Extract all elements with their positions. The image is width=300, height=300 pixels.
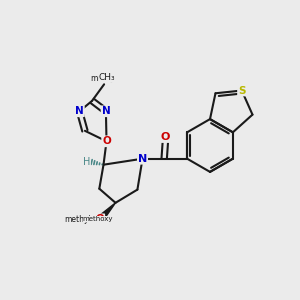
Polygon shape <box>99 203 116 220</box>
Text: S: S <box>238 85 245 95</box>
Text: methoxy: methoxy <box>83 216 113 222</box>
Text: O: O <box>102 136 111 146</box>
Text: CH₃: CH₃ <box>99 73 116 82</box>
Text: methyl: methyl <box>91 74 118 83</box>
Text: O: O <box>95 214 104 224</box>
Text: H: H <box>83 157 90 167</box>
Text: O: O <box>161 132 170 142</box>
Text: N: N <box>75 106 84 116</box>
Text: N: N <box>101 106 110 116</box>
Text: methyl: methyl <box>64 215 91 224</box>
Text: N: N <box>138 154 147 164</box>
